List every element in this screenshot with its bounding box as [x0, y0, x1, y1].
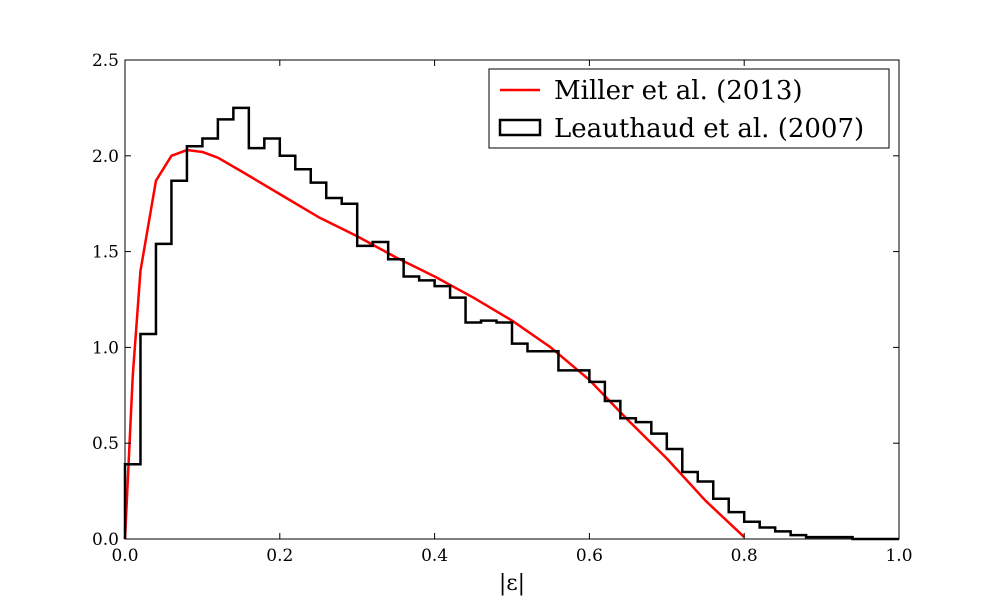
y-tick-label: 0.5 — [92, 434, 119, 454]
legend-entry-label: Leauthaud et al. (2007) — [554, 114, 864, 144]
x-axis-label: |ε| — [499, 571, 525, 596]
legend: Miller et al. (2013) Leauthaud et al. (20… — [488, 68, 890, 149]
x-tick-label: 0.8 — [731, 546, 758, 566]
plot-frame — [124, 59, 900, 540]
y-tick-label: 2.5 — [92, 51, 119, 71]
y-tick-label: 2.0 — [92, 147, 119, 167]
legend-box — [488, 68, 890, 149]
x-tick-label: 0.2 — [266, 546, 293, 566]
legend-entry-label: Miller et al. (2013) — [554, 76, 803, 106]
y-tick-label: 1.0 — [92, 338, 119, 358]
legend-swatch-leauthaud — [498, 118, 542, 137]
axis-ticks: 0.0 0.2 0.4 0.6 0.8 1.0 0.0 0.5 1.0 1.5 2.0 2.5 — [92, 51, 913, 566]
histogram-leauthaud-2007 — [123, 106, 899, 541]
y-tick-label: 1.5 — [92, 243, 119, 263]
x-tick-label: 0.4 — [421, 546, 448, 566]
y-tick-label: 0.0 — [92, 530, 119, 550]
x-tick-label: 0.6 — [576, 546, 603, 566]
x-tick-label: 0.0 — [111, 546, 138, 566]
x-tick-label: 1.0 — [885, 546, 912, 566]
